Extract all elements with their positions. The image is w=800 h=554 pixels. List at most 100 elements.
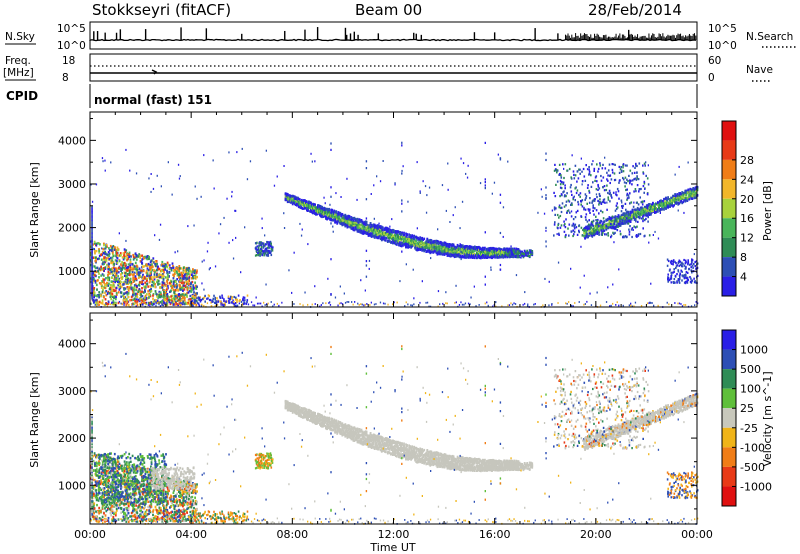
scatter-cell bbox=[191, 273, 193, 277]
scatter-cell bbox=[294, 201, 297, 204]
scatter-cell bbox=[616, 229, 619, 232]
scatter-cell bbox=[598, 201, 601, 204]
scatter-cell bbox=[565, 218, 567, 221]
scatter-cell bbox=[354, 226, 357, 229]
scatter-cell bbox=[566, 169, 568, 172]
scatter-cell bbox=[553, 191, 555, 194]
scatter-cell bbox=[608, 163, 611, 166]
scatter-cell bbox=[394, 230, 396, 234]
scatter-cell bbox=[578, 224, 581, 227]
scatter-cell bbox=[402, 241, 404, 245]
scatter-cell bbox=[120, 280, 122, 284]
scatter-cell bbox=[311, 211, 313, 214]
scatter-cell bbox=[440, 252, 443, 255]
scatter-cell bbox=[440, 242, 443, 245]
scatter-cell bbox=[98, 272, 100, 275]
scatter-cell bbox=[349, 223, 352, 226]
scatter-cell bbox=[581, 199, 584, 202]
scatter-cell bbox=[127, 263, 130, 266]
scatter-cell bbox=[447, 252, 450, 255]
scatter-cell bbox=[619, 179, 621, 182]
scatter-cell bbox=[118, 259, 121, 263]
scatter-cell bbox=[597, 183, 599, 187]
scatter-cell bbox=[439, 244, 442, 248]
scatter-cell bbox=[436, 240, 439, 243]
scatter-cell bbox=[420, 240, 423, 243]
scatter-cell bbox=[293, 196, 296, 199]
scatter-cell bbox=[560, 181, 563, 184]
scatter-cell bbox=[558, 206, 560, 209]
scatter-cell bbox=[658, 206, 660, 210]
scatter-cell bbox=[568, 223, 571, 226]
scatter-cell bbox=[146, 283, 148, 286]
scatter-cell bbox=[348, 217, 351, 220]
scatter-cell bbox=[141, 287, 143, 290]
scatter-cell bbox=[324, 208, 326, 212]
scatter-cell bbox=[411, 234, 413, 238]
scatter-cell bbox=[296, 197, 299, 200]
scatter-cell bbox=[644, 219, 646, 222]
scatter-cell bbox=[603, 185, 606, 188]
scatter-cell bbox=[445, 248, 448, 251]
scatter-cell bbox=[320, 212, 322, 216]
scatter-cell bbox=[591, 235, 594, 238]
scatter-cell bbox=[451, 246, 454, 250]
scatter-cell bbox=[397, 230, 399, 233]
scatter-cell bbox=[388, 237, 391, 240]
scatter-cell bbox=[448, 243, 451, 246]
scatter-cell bbox=[384, 228, 387, 231]
scatter-cell bbox=[372, 234, 375, 238]
scatter-cell bbox=[688, 198, 691, 201]
scatter-cell bbox=[388, 230, 391, 233]
scatter-cell bbox=[138, 267, 141, 270]
scatter-cell bbox=[372, 232, 375, 235]
scatter-cell bbox=[428, 250, 431, 254]
scatter-cell bbox=[405, 243, 407, 247]
scatter-cell bbox=[441, 250, 444, 253]
scatter-cell bbox=[306, 209, 308, 212]
scatter-cell bbox=[631, 179, 634, 182]
scatter-cell bbox=[102, 248, 105, 251]
scatter-cell bbox=[321, 207, 323, 211]
scatter-cell bbox=[361, 232, 364, 235]
scatter-cell bbox=[291, 194, 294, 198]
scatter-cell bbox=[611, 163, 614, 166]
scatter-cell bbox=[623, 181, 626, 184]
scatter-cell bbox=[438, 242, 441, 245]
scatter-cell bbox=[405, 235, 407, 238]
scatter-cell bbox=[600, 209, 602, 212]
scatter-cell bbox=[578, 231, 580, 234]
scatter-cell bbox=[448, 254, 451, 257]
scatter-cell bbox=[149, 266, 151, 269]
scatter-cell bbox=[570, 183, 572, 187]
scatter-cell bbox=[556, 213, 559, 217]
scatter-cell bbox=[454, 252, 457, 256]
scatter-cell bbox=[580, 203, 582, 206]
scatter-cell bbox=[345, 220, 348, 223]
scatter-cell bbox=[565, 233, 567, 237]
scatter-cell bbox=[312, 202, 314, 206]
scatter-cell bbox=[127, 295, 130, 299]
scatter-cell bbox=[383, 236, 386, 239]
scatter-cell bbox=[402, 244, 404, 247]
scatter-cell bbox=[626, 164, 628, 167]
scatter-cell bbox=[164, 276, 167, 279]
scatter-cell bbox=[418, 241, 421, 244]
scatter-cell bbox=[339, 221, 342, 225]
scatter-cell bbox=[590, 222, 592, 225]
scatter-cell bbox=[691, 197, 694, 200]
scatter-cell bbox=[395, 231, 397, 234]
scatter-cell bbox=[299, 206, 302, 209]
scatter-cell bbox=[187, 272, 190, 276]
scatter-cell bbox=[375, 226, 378, 229]
scatter-cell bbox=[122, 252, 125, 255]
scatter-cell bbox=[352, 217, 355, 220]
scatter-cell bbox=[383, 227, 386, 230]
nsky-strip-frame bbox=[89, 21, 698, 50]
scatter-cell bbox=[347, 222, 350, 225]
scatter-cell bbox=[322, 215, 324, 218]
scatter-cell bbox=[637, 203, 640, 206]
scatter-cell bbox=[352, 222, 355, 226]
scatter-cell bbox=[309, 201, 311, 204]
scatter-cell bbox=[175, 267, 177, 270]
